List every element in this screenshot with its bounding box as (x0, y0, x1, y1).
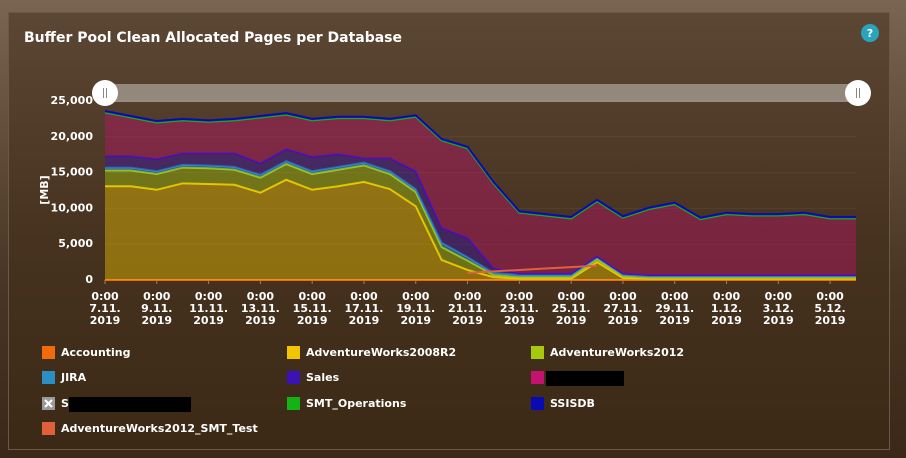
series-area (105, 179, 856, 280)
navigator-handle[interactable] (845, 80, 871, 106)
legend-label: Accounting (61, 346, 131, 359)
legend-label: JIRA (60, 371, 87, 384)
x-tick-label: 0:00 23.11. 2019 (499, 290, 539, 327)
chart-title: Buffer Pool Clean Allocated Pages per Da… (24, 30, 402, 46)
y-tick-label: 20,000 (51, 130, 94, 143)
legend-item[interactable]: SMT_Operations (287, 397, 407, 410)
legend-label: AdventureWorks2008R2 (306, 346, 456, 359)
series-area (105, 164, 856, 279)
x-tick-label: 0:00 21.11. 2019 (448, 290, 488, 327)
legend-label: SMT_Operations (306, 397, 407, 410)
help-icon-text[interactable]: ? (867, 27, 873, 40)
navigator-handle[interactable] (92, 80, 118, 106)
y-axis-label: [MB] (38, 175, 51, 204)
plot-area (104, 110, 856, 281)
x-tick-label: 0:00 27.11. 2019 (603, 290, 643, 327)
legend-swatch (287, 346, 300, 359)
legend-label: Sales (306, 371, 340, 384)
x-tick-label: 0:00 15.11. 2019 (292, 290, 332, 327)
series-area (105, 112, 856, 275)
legend-item[interactable]: JIRA (42, 371, 87, 384)
y-tick-label: 15,000 (51, 166, 94, 179)
legend-hidden-mark (44, 399, 53, 408)
series-line (467, 264, 598, 274)
series-line (105, 162, 856, 279)
legend-item[interactable]: AdventureWorks2012 (531, 346, 684, 359)
series-line (104, 110, 856, 219)
x-tick-label: 0:00 5.12. 2019 (814, 290, 846, 327)
x-tick-label: 0:00 13.11. 2019 (240, 290, 280, 327)
legend-swatch (287, 397, 300, 410)
x-tick-label: 0:00 29.11. 2019 (655, 290, 695, 327)
legend-label: SSISDB (550, 397, 595, 410)
x-tick-label: 0:00 9.11. 2019 (141, 290, 173, 327)
y-tick-label: 25,000 (51, 94, 94, 107)
x-tick-label: 0:00 1.12. 2019 (710, 290, 743, 327)
legend-swatch (287, 371, 300, 384)
series-line (105, 147, 856, 276)
legend-label: S (61, 397, 69, 410)
legend-label: AdventureWorks2012 (550, 346, 684, 359)
legend-item[interactable]: S (42, 397, 191, 412)
y-tick-label: 5,000 (58, 237, 93, 250)
legend-item[interactable]: Accounting (42, 346, 131, 359)
legend-redaction (69, 397, 191, 412)
legend-item[interactable]: Sales (287, 371, 340, 384)
x-tick-label: 0:00 7.11. 2019 (89, 290, 121, 327)
x-tick-label: 0:00 3.12. 2019 (762, 290, 794, 327)
x-tick-label: 0:00 19.11. 2019 (396, 290, 436, 327)
x-tick-label: 0:00 11.11. 2019 (189, 290, 229, 327)
series-area (105, 148, 856, 276)
legend-item[interactable]: AdventureWorks2008R2 (287, 346, 456, 359)
legend-swatch (42, 371, 55, 384)
x-tick-label: 0:00 25.11. 2019 (551, 290, 591, 327)
legend-swatch (531, 346, 544, 359)
navigator-range[interactable] (105, 84, 858, 102)
legend-swatch (531, 371, 544, 384)
legend-item[interactable]: SSISDB (531, 397, 595, 410)
legend-item[interactable]: AdventureWorks2012_SMT_Test (42, 422, 258, 435)
y-tick-label: 10,000 (51, 201, 94, 214)
legend-swatch (531, 397, 544, 410)
x-tick-label: 0:00 17.11. 2019 (344, 290, 384, 327)
legend-label: AdventureWorks2012_SMT_Test (61, 422, 258, 435)
legend-swatch (42, 346, 55, 359)
legend-redaction (546, 371, 624, 386)
y-tick-label: 0 (85, 273, 93, 286)
help-icon[interactable] (861, 24, 879, 42)
legend-item[interactable] (531, 371, 624, 386)
legend-swatch (42, 422, 55, 435)
